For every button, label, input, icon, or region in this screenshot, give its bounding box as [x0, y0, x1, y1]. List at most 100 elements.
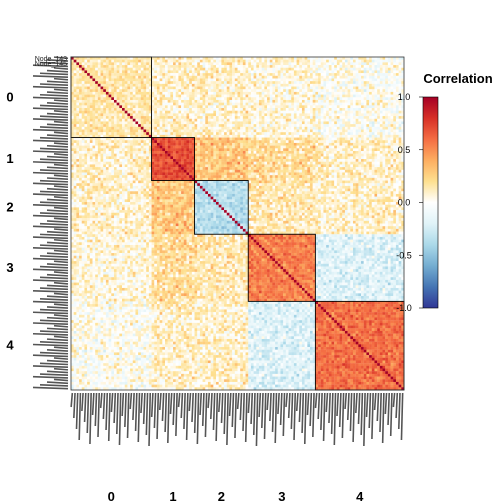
heatmap-cell	[197, 62, 201, 66]
heatmap-cell	[312, 124, 316, 127]
heatmap-cell	[242, 59, 246, 63]
heatmap-cell	[92, 116, 96, 119]
heatmap-cell	[186, 81, 190, 85]
heatmap-cell	[326, 142, 329, 146]
heatmap-cell	[205, 137, 209, 141]
heatmap-cell	[272, 148, 276, 152]
heatmap-cell	[347, 86, 351, 90]
heatmap-cell	[267, 108, 270, 111]
heatmap-cell	[143, 132, 147, 136]
heatmap-cell	[234, 113, 238, 117]
heatmap-cell	[73, 140, 77, 144]
heatmap-cell	[221, 89, 225, 93]
heatmap-cell	[350, 126, 354, 130]
heatmap-cell	[398, 94, 402, 98]
heatmap-cell	[395, 57, 399, 60]
heatmap-cell	[194, 86, 198, 90]
heatmap-cell	[285, 156, 289, 160]
heatmap-cell	[226, 159, 230, 162]
heatmap-cell	[207, 161, 211, 165]
heatmap-cell	[310, 105, 313, 109]
heatmap-cell	[366, 126, 370, 130]
heatmap-cell	[361, 108, 364, 111]
heatmap-cell	[334, 148, 338, 152]
heatmap-cell	[261, 121, 265, 125]
heatmap-cell	[377, 81, 380, 85]
heatmap-cell	[116, 75, 120, 79]
heatmap-cell	[124, 110, 128, 114]
heatmap-cell	[73, 164, 77, 168]
heatmap-cell	[272, 137, 276, 141]
heatmap-cell	[154, 91, 158, 95]
heatmap-cell	[390, 156, 394, 160]
heatmap-cell	[159, 83, 163, 87]
heatmap-cell	[253, 105, 257, 109]
heatmap-cell	[113, 124, 117, 127]
heatmap-cell	[385, 73, 389, 76]
heatmap-cell	[205, 91, 209, 95]
heatmap-cell	[189, 73, 192, 76]
heatmap-cell	[377, 97, 380, 101]
heatmap-cell	[382, 118, 386, 122]
heatmap-cell	[293, 102, 297, 106]
heatmap-cell	[393, 99, 397, 103]
heatmap-cell	[76, 159, 80, 162]
heatmap-cell	[175, 132, 179, 136]
heatmap-cell	[100, 164, 104, 168]
heatmap-cell	[156, 156, 160, 160]
heatmap-cell	[232, 73, 235, 76]
heatmap-cell	[127, 140, 131, 144]
heatmap-cell	[310, 113, 313, 117]
heatmap-cell	[173, 102, 176, 106]
heatmap-cell	[189, 99, 192, 103]
heatmap-cell	[240, 81, 244, 85]
heatmap-cell	[173, 89, 176, 93]
heatmap-cell	[374, 124, 378, 127]
heatmap-cell	[124, 83, 128, 87]
heatmap-cell	[148, 134, 152, 138]
heatmap-cell	[352, 105, 356, 109]
heatmap-cell	[226, 121, 230, 125]
heatmap-cell	[189, 57, 192, 60]
heatmap-cell	[103, 91, 107, 95]
heatmap-cell	[320, 97, 324, 101]
heatmap-cell	[146, 137, 150, 141]
heatmap-cell	[355, 89, 359, 93]
heatmap-cell	[113, 105, 117, 109]
heatmap-cell	[221, 161, 225, 165]
heatmap-cell	[127, 118, 131, 122]
heatmap-cell	[280, 140, 284, 144]
heatmap-cell	[285, 83, 289, 87]
heatmap-cell	[151, 81, 155, 85]
heatmap-cell	[301, 86, 305, 90]
heatmap-cell	[358, 142, 362, 146]
heatmap-cell	[162, 113, 166, 117]
heatmap-cell	[334, 94, 338, 98]
heatmap-cell	[218, 78, 222, 82]
heatmap-cell	[148, 59, 152, 63]
heatmap-cell	[355, 86, 359, 90]
heatmap-cell	[301, 105, 305, 109]
heatmap-cell	[124, 94, 128, 98]
heatmap-cell	[363, 59, 367, 63]
heatmap-cell	[401, 110, 405, 114]
heatmap-cell	[315, 67, 319, 71]
heatmap-cell	[199, 132, 203, 136]
heatmap-cell	[323, 94, 327, 98]
heatmap-cell	[79, 113, 82, 117]
heatmap-cell	[178, 113, 182, 117]
heatmap-cell	[103, 97, 107, 101]
heatmap-cell	[226, 65, 230, 68]
heatmap-cell	[250, 132, 254, 136]
heatmap-cell	[197, 105, 201, 109]
heatmap-cell	[154, 148, 158, 152]
heatmap-cell	[385, 140, 389, 144]
heatmap-cell	[127, 102, 131, 106]
heatmap-cell	[111, 73, 115, 76]
heatmap-cell	[393, 108, 397, 111]
heatmap-cell	[218, 116, 222, 119]
heatmap-cell	[336, 116, 340, 119]
heatmap-cell	[288, 110, 292, 114]
heatmap-cell	[256, 108, 260, 111]
heatmap-cell	[89, 67, 93, 71]
